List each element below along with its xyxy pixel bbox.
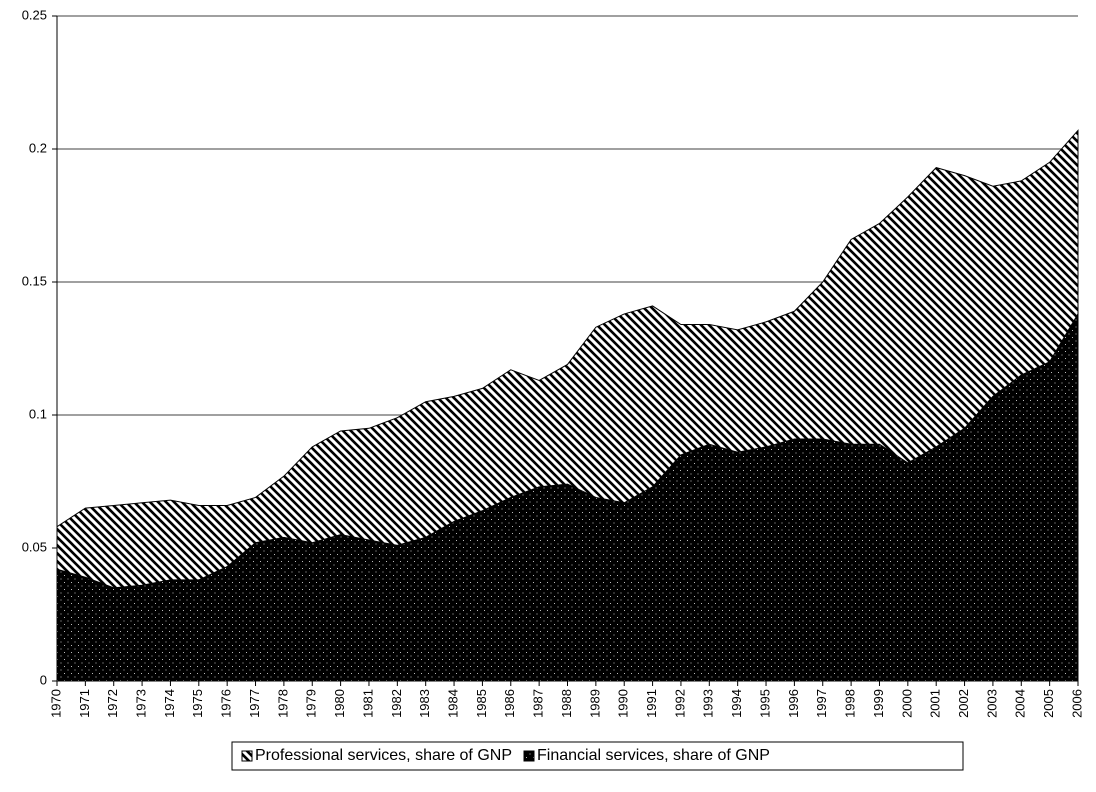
x-tick-label: 1990 — [616, 689, 631, 718]
x-tick-label: 1983 — [417, 689, 432, 718]
x-tick-label: 1973 — [134, 689, 149, 718]
x-tick-label: 1991 — [644, 689, 659, 718]
x-tick-label: 1976 — [219, 689, 234, 718]
legend-label: Financial services, share of GNP — [537, 747, 770, 764]
y-tick-label: 0.15 — [22, 273, 47, 288]
x-tick-label: 1985 — [474, 689, 489, 718]
x-tick-label: 1977 — [247, 689, 262, 718]
x-tick-label: 1994 — [729, 689, 744, 718]
legend: Professional services, share of GNP Finan… — [231, 741, 964, 771]
x-tick-label: 1975 — [190, 689, 205, 718]
x-tick-label: 2000 — [899, 689, 914, 718]
y-tick-label: 0.05 — [22, 539, 47, 554]
y-tick-label: 0.2 — [29, 140, 47, 155]
x-tick-label: 1986 — [502, 689, 517, 718]
x-tick-label: 2001 — [928, 689, 943, 718]
areas — [56, 129, 1079, 682]
x-tick-label: 2005 — [1041, 689, 1056, 718]
x-tick-label: 1981 — [360, 689, 375, 718]
legend-label: Professional services, share of GNP — [255, 747, 512, 764]
x-tick-label: 1979 — [304, 689, 319, 718]
y-tick-label: 0 — [40, 672, 47, 687]
x-tick-label: 1998 — [843, 689, 858, 718]
x-tick-label: 1989 — [587, 689, 602, 718]
x-tick-label: 1970 — [48, 689, 63, 718]
legend-swatch — [523, 750, 535, 762]
x-tick-label: 1996 — [786, 689, 801, 718]
x-tick-label: 1971 — [77, 689, 92, 718]
x-tick-label: 1988 — [559, 689, 574, 718]
x-tick-label: 1974 — [162, 689, 177, 718]
area — [56, 129, 1079, 589]
x-tick-label: 2004 — [1013, 689, 1028, 718]
x-tick-label: 1972 — [105, 689, 120, 718]
x-tick-label: 2003 — [984, 689, 999, 718]
y-tick-label: 0.1 — [29, 406, 47, 421]
x-tick-label: 1997 — [814, 689, 829, 718]
x-tick-label: 1993 — [701, 689, 716, 718]
x-tick-label: 1982 — [389, 689, 404, 718]
axes: 0 0.05 0.1 0.15 0.2 0.25 1970 1971 1972 1973 1974 1… — [22, 7, 1085, 717]
x-tick-label: 2002 — [956, 689, 971, 718]
x-tick-label: 1999 — [871, 689, 886, 718]
x-tick-label: 2006 — [1069, 689, 1084, 718]
x-tick-label: 1978 — [275, 689, 290, 718]
x-tick-label: 1984 — [445, 689, 460, 718]
x-tick-label: 1995 — [757, 689, 772, 718]
x-tick-label: 1980 — [332, 689, 347, 718]
x-tick-label: 1987 — [531, 689, 546, 718]
y-tick-label: 0.25 — [22, 7, 47, 22]
legend-box — [231, 741, 964, 771]
legend-swatch — [241, 750, 253, 762]
x-tick-label: 1992 — [672, 689, 687, 718]
